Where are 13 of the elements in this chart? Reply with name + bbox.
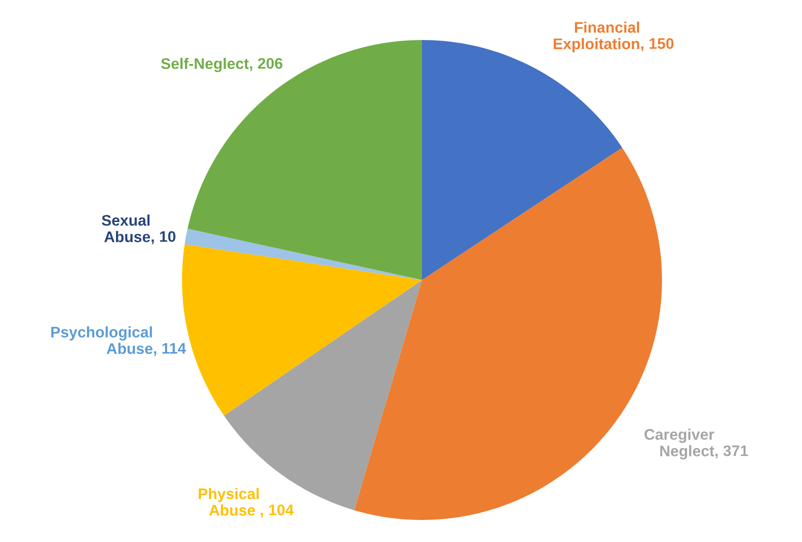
data-label: , 10 xyxy=(152,231,176,244)
pie-slice xyxy=(184,228,422,280)
data-label: , 114 xyxy=(154,343,186,356)
slice-label: Financial Exploitation xyxy=(554,22,640,52)
data-label: , 206 xyxy=(250,58,282,72)
data-label: , 371 xyxy=(715,445,748,458)
slice-label: Psychological Abuse xyxy=(51,326,152,354)
slice-label: Physical Abuse xyxy=(198,488,259,516)
slice-label: Sexual Abuse xyxy=(102,214,150,242)
slice-label: Self-Neglect xyxy=(161,58,249,72)
data-label: , 150 xyxy=(641,38,674,52)
slice-label: Caregiver Neglect xyxy=(644,428,714,460)
data-label: , 104 xyxy=(260,504,294,518)
